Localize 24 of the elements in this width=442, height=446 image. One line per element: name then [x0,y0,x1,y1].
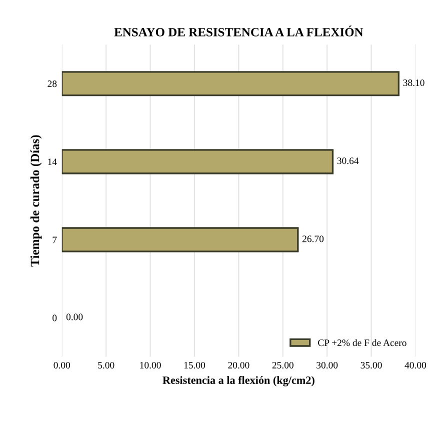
text: 26.70 [302,236,324,242]
x-tick-label: 5.00 [98,362,114,369]
y-tick-label: 7 [52,236,57,244]
x-tick-label: 30.00 [316,362,338,369]
bar [62,149,334,174]
y-tick-label: 28 [48,80,57,88]
text: 38.10 [403,80,424,86]
x-tick-label: 15.00 [184,362,206,369]
y-tick-label: 14 [48,158,57,166]
y-axis-title: Tiempo de curado (Días) [30,135,42,267]
legend-label: CP +2% de F de Acero [318,339,406,346]
x-tick-label: 40.00 [404,362,426,369]
bar [62,227,299,252]
x-tick-label: 35.00 [360,362,382,369]
x-tick-label: 25.00 [272,362,294,369]
x-tick-label: 10.00 [140,362,161,369]
text: 0.00 [66,314,83,320]
bar [62,71,400,96]
y-tick-label: 0 [52,314,57,322]
x-tick-label: 0.00 [54,362,70,369]
x-axis-title: Resistencia a la flexión (kg/cm2) [162,376,314,386]
text: 30.64 [337,158,359,164]
x-tick-label: 20.00 [228,362,250,369]
chart-title: ENSAYO DE RESISTENCIA A LA FLEXIÓN [114,26,364,36]
